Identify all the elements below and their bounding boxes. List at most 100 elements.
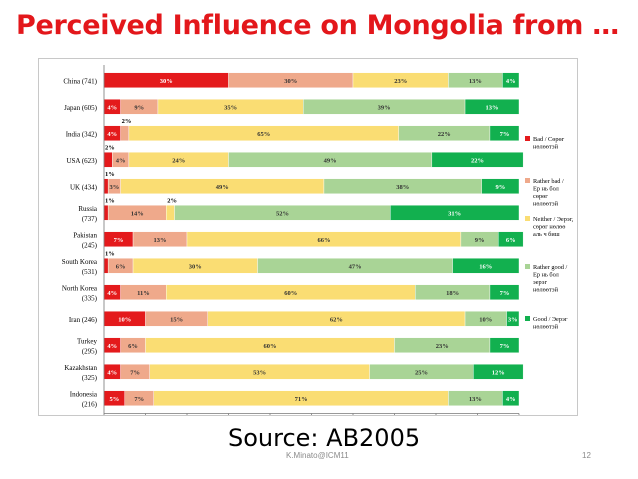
- data-label: 4%: [506, 396, 516, 403]
- data-label: 38%: [396, 184, 409, 191]
- legend-label: Bad / Сөрөг нөлөөтэй: [533, 136, 565, 151]
- data-label: 60%: [284, 290, 297, 297]
- category-label: UK (434): [70, 183, 98, 191]
- bar-segment: [464, 99, 520, 115]
- data-label: 11%: [137, 290, 150, 297]
- legend-label: Rather bad / Ер нь бол сөрөг нөлөөтэй: [533, 178, 564, 208]
- category-label: Iran (246): [69, 316, 98, 324]
- bar-segment: [452, 258, 520, 274]
- data-label: 2%: [122, 118, 132, 125]
- data-label: 65%: [257, 131, 270, 138]
- category-label: (737): [82, 215, 98, 223]
- bar-segment: [390, 205, 520, 221]
- category-label: (335): [82, 294, 98, 302]
- category-label: Kazakhstan: [64, 364, 97, 372]
- category-label: (531): [82, 268, 98, 276]
- bar-segment: [506, 311, 520, 327]
- data-label: 4%: [506, 78, 516, 85]
- data-label: 9%: [134, 104, 144, 111]
- data-label: 15%: [170, 316, 183, 323]
- data-label: 3%: [508, 316, 518, 323]
- data-label: 71%: [295, 396, 308, 403]
- legend-label: Good / Эерэг нөлөөтэй: [533, 316, 568, 331]
- category-label: North Korea: [62, 284, 98, 292]
- data-label: 39%: [378, 104, 391, 111]
- category-label: Japan (605): [64, 104, 98, 112]
- data-label: 22%: [438, 131, 451, 138]
- data-label: 7%: [500, 290, 510, 297]
- data-label: 49%: [324, 157, 337, 164]
- bar-segment: [473, 364, 524, 380]
- data-label: 66%: [317, 237, 330, 244]
- data-label: 23%: [394, 78, 407, 85]
- data-label: 25%: [415, 369, 428, 376]
- data-label: 7%: [130, 369, 140, 376]
- data-label: 2%: [167, 197, 177, 204]
- footer-text: K.Minato@ICM11: [286, 451, 349, 460]
- category-label: India (342): [66, 130, 98, 138]
- data-label: 31%: [448, 210, 461, 217]
- chart-area: China (741) 30% 30% 23% 13% 4% Japan (605) 4% 9%…: [38, 58, 578, 416]
- category-label: (295): [82, 347, 98, 355]
- data-label: 16%: [479, 263, 492, 270]
- category-label: Turkey: [77, 337, 97, 345]
- category-label: China (741): [63, 77, 97, 85]
- data-label: 35%: [224, 104, 237, 111]
- legend-swatch: [525, 316, 530, 321]
- category-label: (216): [82, 400, 98, 408]
- bar-segment: [103, 152, 113, 168]
- data-label: 4%: [116, 157, 126, 164]
- bar-segment: [103, 205, 109, 221]
- data-label: 60%: [264, 343, 277, 350]
- stacked-bar-chart: China (741) 30% 30% 23% 13% 4% Japan (605) 4% 9%…: [62, 65, 574, 415]
- bar-segment: [166, 205, 175, 221]
- data-label: 5%: [110, 396, 120, 403]
- data-label: 2%: [105, 144, 115, 151]
- category-label: South Korea: [62, 258, 98, 266]
- data-label: 23%: [436, 343, 449, 350]
- data-label: 9%: [475, 237, 485, 244]
- data-label: 7%: [114, 237, 124, 244]
- data-label: 18%: [446, 290, 459, 297]
- legend-label: Rather good / Ер нь бол эерэг нөлөөтэй: [533, 264, 568, 294]
- data-label: 24%: [172, 157, 185, 164]
- data-label: 30%: [189, 263, 202, 270]
- data-label: 13%: [469, 396, 482, 403]
- data-label: 49%: [216, 184, 229, 191]
- category-label: Indonesia: [70, 390, 98, 398]
- bar-segment: [489, 337, 520, 353]
- legend-swatch: [525, 136, 530, 141]
- data-label: 13%: [469, 78, 482, 85]
- category-label: (245): [82, 241, 98, 249]
- data-label: 4%: [107, 104, 117, 111]
- data-label: 4%: [107, 343, 117, 350]
- category-label: Pakistan: [73, 231, 97, 239]
- data-label: 13%: [486, 104, 499, 111]
- data-label: 10%: [118, 316, 131, 323]
- data-label: 62%: [330, 316, 343, 323]
- data-label: 6%: [116, 263, 126, 270]
- source-label: Source: AB2005: [228, 424, 421, 452]
- category-label: USA (623): [66, 157, 97, 165]
- legend-swatch: [525, 178, 530, 183]
- data-label: 3%: [110, 184, 120, 191]
- data-label: 4%: [107, 290, 117, 297]
- data-label: 12%: [492, 369, 505, 376]
- data-label: 52%: [276, 210, 289, 217]
- bar-segment: [103, 258, 109, 274]
- bar-segment: [489, 125, 520, 141]
- legend-swatch: [525, 216, 530, 221]
- category-label: (325): [82, 374, 98, 382]
- data-label: 1%: [105, 171, 115, 178]
- data-label: 6%: [128, 343, 138, 350]
- data-label: 1%: [105, 197, 115, 204]
- data-label: 6%: [506, 237, 516, 244]
- bar-segment: [481, 178, 520, 194]
- data-label: 1%: [105, 250, 115, 257]
- bar-segment: [498, 231, 524, 247]
- legend-label: Neither / Эерэг, сөрөг нөлөө аль ч биш: [533, 216, 574, 238]
- data-label: 22%: [471, 157, 484, 164]
- bar-segment: [103, 178, 109, 194]
- legend-swatch: [525, 264, 530, 269]
- bar-segment: [120, 125, 130, 141]
